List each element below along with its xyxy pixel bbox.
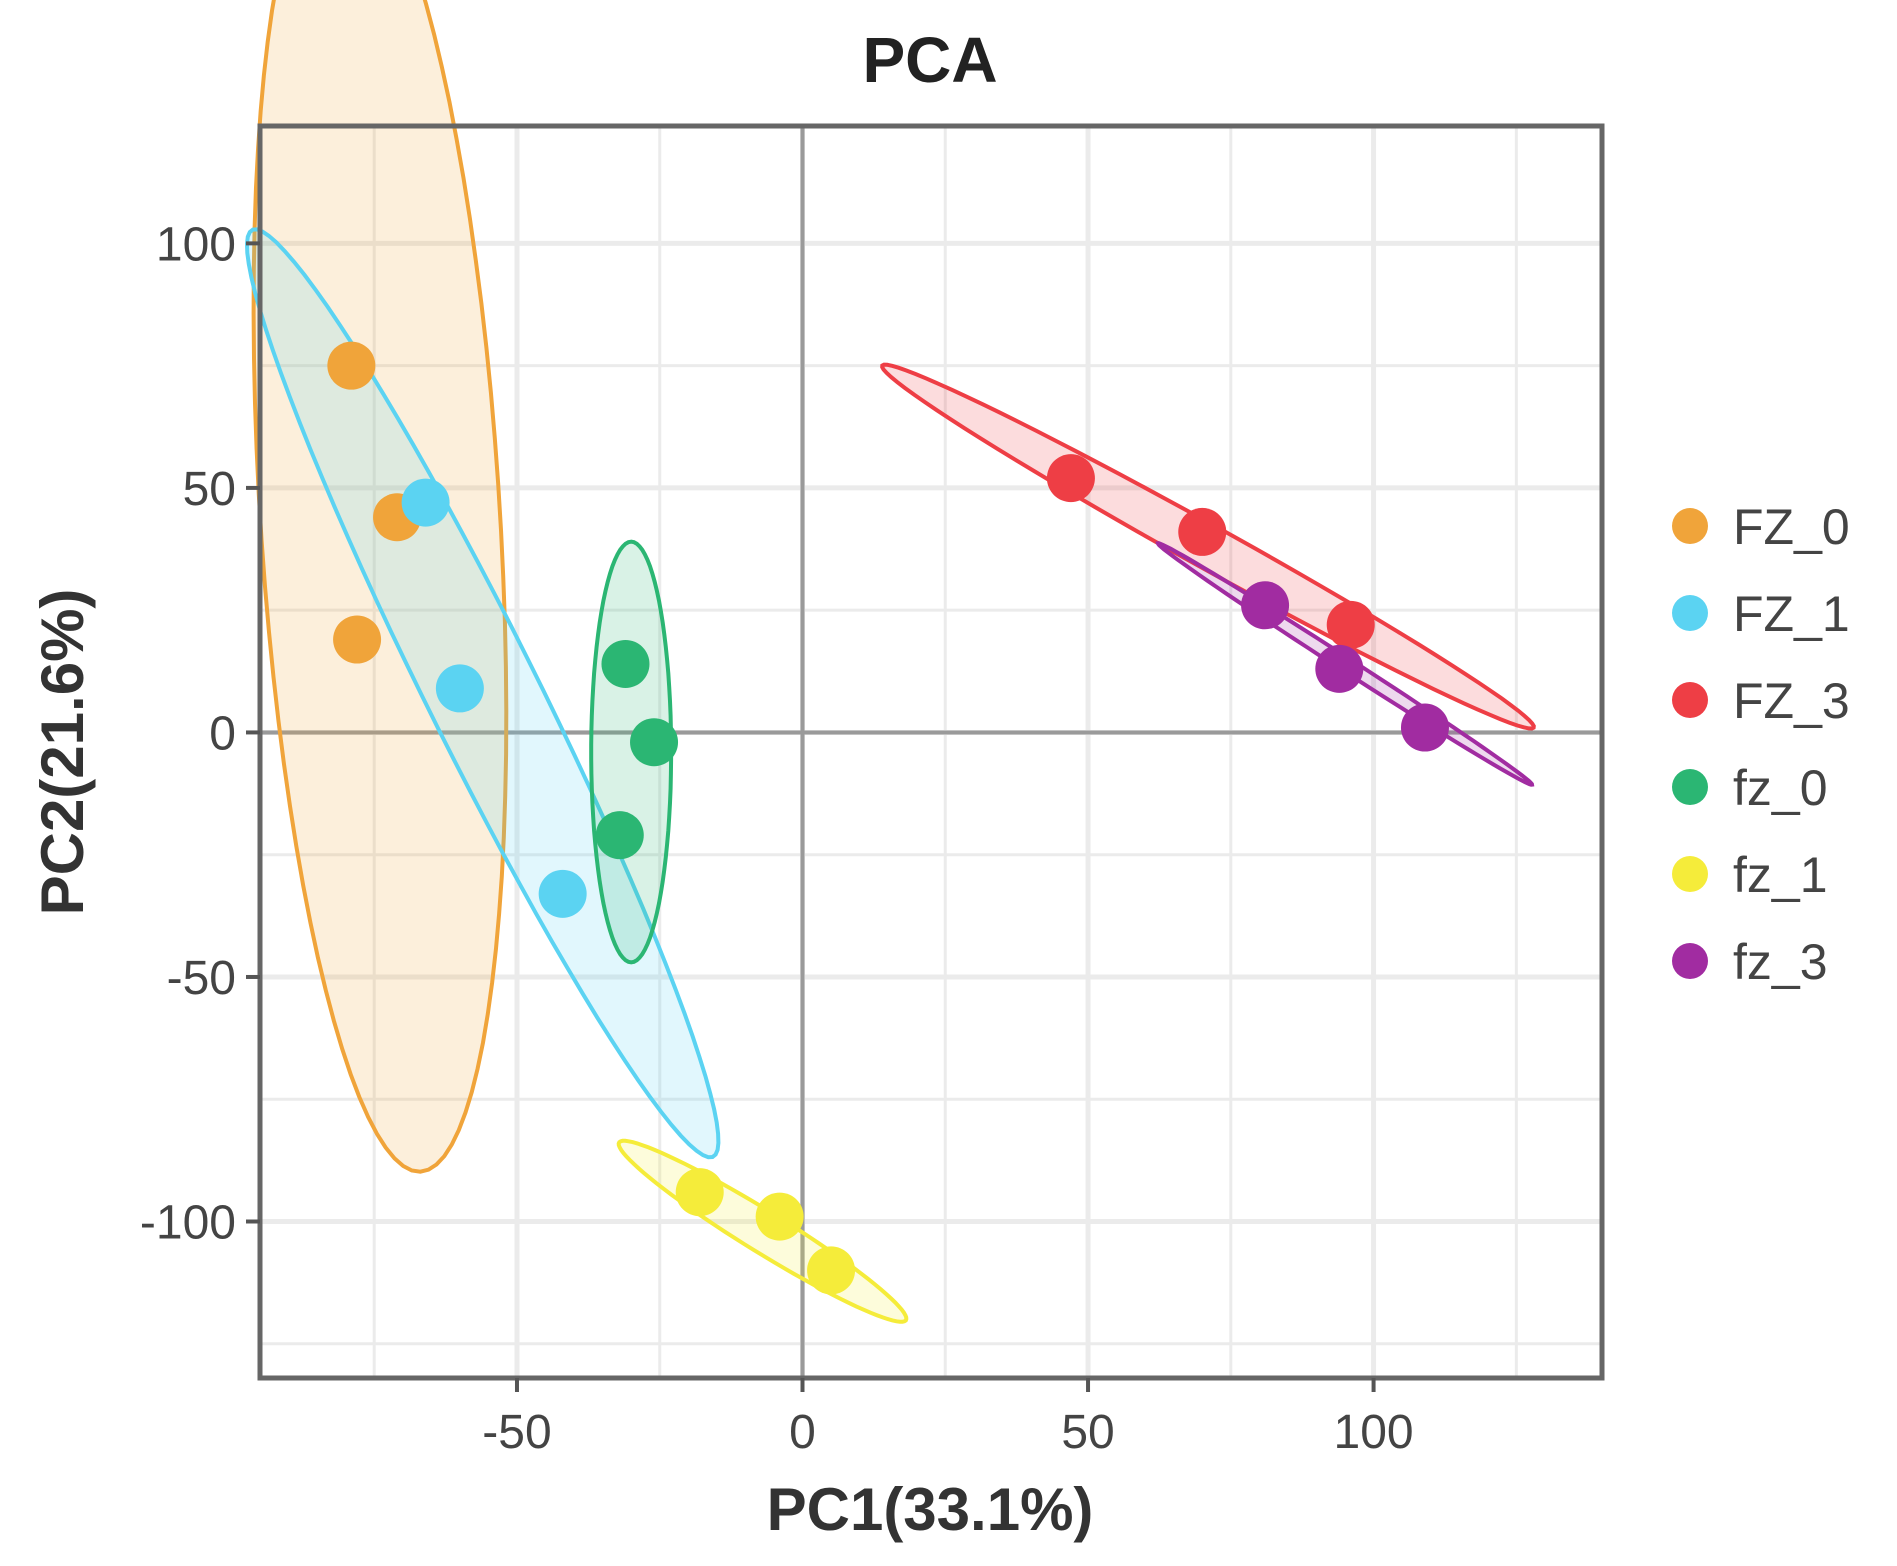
point-fz-3-3 bbox=[1400, 703, 1449, 752]
y-tick-label: -50 bbox=[167, 952, 236, 1005]
grid-minor bbox=[260, 126, 1602, 1378]
x-tick-labels: -50 0 50 100 bbox=[482, 1406, 1413, 1459]
legend-key-fz-1 bbox=[1672, 856, 1708, 892]
legend-key-fz-1 bbox=[1672, 595, 1708, 631]
y-tick-label: 50 bbox=[183, 463, 236, 516]
x-tick-label: 100 bbox=[1334, 1406, 1414, 1459]
x-tick-label: 50 bbox=[1061, 1406, 1114, 1459]
points bbox=[327, 341, 1449, 1295]
point-fz-1-2 bbox=[755, 1192, 804, 1241]
point-fz-3-2 bbox=[1315, 644, 1364, 693]
point-fz-1-3 bbox=[807, 1246, 856, 1295]
legend-key-fz-3 bbox=[1672, 682, 1708, 718]
legend-label-fz-1: FZ_1 bbox=[1733, 586, 1850, 642]
y-tick-label: 0 bbox=[209, 707, 236, 760]
point-fz-3-2 bbox=[1178, 507, 1227, 556]
zero-lines bbox=[260, 126, 1602, 1378]
legend-label-fz-0: fz_0 bbox=[1733, 760, 1828, 816]
chart-title: PCA bbox=[862, 24, 997, 96]
legend-key-fz-0 bbox=[1672, 508, 1708, 544]
x-tick-label: 0 bbox=[789, 1406, 816, 1459]
legend-key-fz-0 bbox=[1672, 769, 1708, 805]
point-fz-1-1 bbox=[401, 478, 450, 527]
legend-label-fz-1: fz_1 bbox=[1733, 847, 1828, 903]
tick-marks bbox=[246, 241, 1376, 1392]
point-fz-0-1 bbox=[601, 639, 650, 688]
y-tick-labels: -100 -50 0 50 100 bbox=[140, 218, 236, 1249]
x-axis-label: PC1(33.1%) bbox=[767, 1476, 1094, 1543]
point-fz-3-1 bbox=[1046, 454, 1095, 503]
point-fz-1-3 bbox=[538, 869, 587, 918]
point-fz-1-1 bbox=[675, 1168, 724, 1217]
legend-label-fz-0: FZ_0 bbox=[1733, 499, 1850, 555]
point-fz-3-3 bbox=[1326, 600, 1375, 649]
legend-key-fz-3 bbox=[1672, 943, 1708, 979]
y-tick-label: 100 bbox=[156, 218, 236, 271]
point-fz-1-2 bbox=[435, 664, 484, 713]
legend-label-fz-3: FZ_3 bbox=[1733, 673, 1850, 729]
plot-border bbox=[257, 123, 1605, 1381]
point-fz-0-3 bbox=[333, 615, 382, 664]
x-tick-label: -50 bbox=[482, 1406, 551, 1459]
point-fz-0-1 bbox=[327, 341, 376, 390]
point-fz-3-1 bbox=[1241, 581, 1290, 630]
point-fz-0-3 bbox=[595, 811, 644, 860]
legend: FZ_0 FZ_1 FZ_3 fz_0 fz_1 fz_3 bbox=[1672, 499, 1850, 990]
legend-label-fz-3: fz_3 bbox=[1733, 934, 1828, 990]
point-fz-0-2 bbox=[630, 718, 679, 767]
y-axis-label: PC2(21.6%) bbox=[29, 589, 96, 916]
y-tick-label: -100 bbox=[140, 1197, 236, 1250]
